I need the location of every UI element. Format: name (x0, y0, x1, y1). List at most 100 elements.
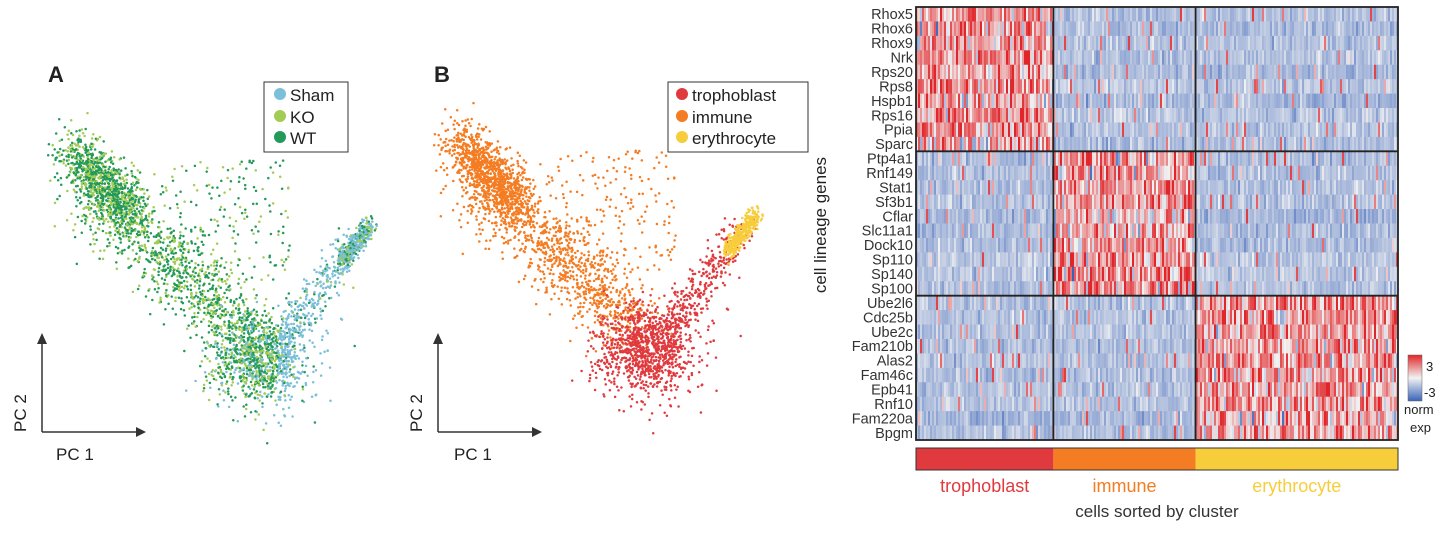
panel-a-point (246, 337, 250, 340)
panel-a-point (56, 179, 60, 182)
panel-a-point (115, 179, 119, 182)
panel-a-point (189, 200, 193, 204)
panel-a-point (267, 312, 270, 315)
panel-a-point (278, 362, 282, 365)
panel-a-point (78, 134, 81, 137)
panel-a-point (131, 174, 134, 178)
panel-a-point (316, 299, 320, 303)
panel-a-point (76, 199, 79, 202)
panel-a-point (369, 215, 373, 218)
panel-a-point (223, 291, 226, 295)
panel-a-point (85, 187, 89, 191)
panel-b-point (503, 158, 506, 161)
panel-a-point (205, 170, 208, 173)
panel-a-point (151, 275, 154, 278)
panel-a-point (66, 133, 69, 136)
panel-a-point (179, 234, 182, 237)
panel-a-point (293, 350, 297, 354)
panel-a-point (232, 300, 236, 303)
panel-a-point (162, 220, 165, 223)
panel-a-point (70, 131, 73, 135)
panel-a-point (261, 358, 264, 362)
panel-a-point (92, 158, 95, 162)
panel-a-point (240, 316, 244, 320)
panel-a-point (187, 250, 190, 254)
panel-a-point (111, 162, 115, 165)
panel-a-point (159, 246, 163, 250)
panel-a-point (191, 277, 194, 281)
panel-a-point (262, 333, 266, 337)
panel-a-point (84, 214, 88, 218)
panel-a-point (243, 211, 247, 215)
panel-a-point (207, 372, 211, 376)
panel-a-point (282, 335, 286, 339)
panel-b-point (474, 164, 478, 168)
panel-a-point (228, 216, 232, 219)
panel-b-point (472, 159, 476, 163)
panel-a-point (139, 221, 142, 225)
panel-b-point (492, 164, 496, 167)
panel-b-point (504, 148, 507, 151)
panel-a-point (267, 348, 270, 352)
panel-a-point (312, 304, 315, 307)
panel-a-point (121, 218, 124, 222)
panel-a-point (114, 221, 118, 225)
legend-a-marker-0 (274, 88, 286, 100)
panel-a-point (131, 290, 135, 294)
panel-a-point (299, 296, 302, 300)
panel-a-point (211, 325, 214, 328)
panel-a-point (73, 142, 76, 145)
panel-a-point (213, 306, 216, 310)
panel-a-point (211, 273, 214, 276)
panel-a-point (234, 242, 237, 245)
panel-a-point (131, 243, 134, 246)
panel-a-point (96, 194, 100, 198)
panel-a-point (138, 244, 141, 248)
panel-b-point (474, 171, 477, 175)
panel-a-point (164, 255, 168, 258)
panel-a-point (206, 166, 209, 170)
panel-b-point (460, 175, 464, 178)
panel-a-point (334, 280, 337, 283)
panel-a-point (287, 186, 290, 189)
panel-a-point (301, 364, 304, 367)
panel-a-point (321, 286, 325, 290)
panel-a-point (360, 243, 363, 246)
panel-a-point (137, 178, 140, 182)
panel-a-point (270, 332, 274, 336)
panel-a-point (243, 351, 246, 355)
panel-a-point (113, 201, 116, 205)
panel-a-point (115, 172, 119, 175)
panel-a-point (275, 381, 279, 384)
panel-a-point (214, 357, 218, 360)
panel-a-point (221, 339, 225, 342)
panel-a-point (98, 257, 101, 260)
panel-b-point (495, 187, 498, 190)
panel-a-point (177, 296, 181, 299)
panel-a-point (326, 332, 330, 335)
panel-b-point (605, 276, 609, 279)
panel-b-point (484, 196, 487, 199)
panel-a-point (180, 300, 183, 304)
panel-a-point (331, 269, 335, 273)
panel-a-point (267, 375, 271, 378)
panel-a-point (273, 359, 277, 363)
panel-a-point (264, 352, 268, 355)
panel-a-point (136, 169, 140, 172)
panel-a-point (138, 187, 142, 191)
panel-b-point (441, 162, 445, 165)
panel-a-point (216, 342, 219, 345)
panel-a-point (226, 356, 230, 359)
panel-a-point (118, 225, 121, 228)
panel-a-point (163, 264, 166, 267)
panel-a-point (181, 256, 185, 259)
panel-a-point (88, 208, 91, 212)
panel-a-point (187, 261, 191, 265)
panel-b-point (516, 151, 520, 155)
panel-b-point (470, 117, 473, 121)
panel-b-point (566, 287, 569, 290)
panel-b-point (450, 154, 454, 157)
panel-a-point (199, 161, 202, 164)
panel-a-point (356, 233, 359, 236)
panel-a-point (166, 236, 169, 239)
